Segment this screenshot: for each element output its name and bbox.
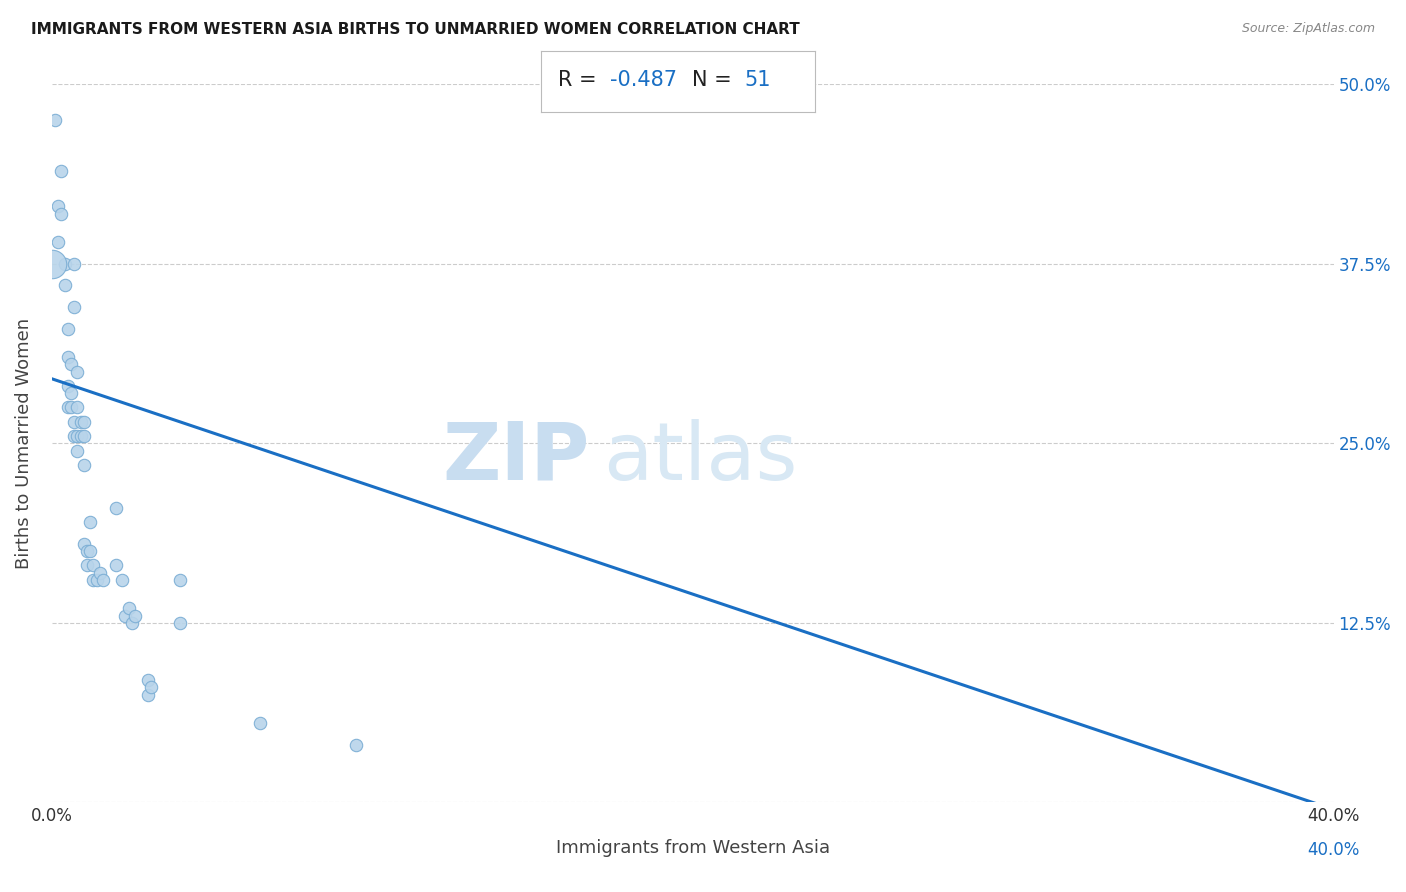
Point [59,386,82,401]
Point [46,199,69,213]
Point [51,163,73,178]
Point [59,401,82,415]
Point [249,716,271,731]
Point [121,615,143,630]
Point [136,688,159,702]
Point [53,257,76,271]
Text: -0.487: -0.487 [610,70,676,90]
Point [41,257,63,271]
Point [66,401,89,415]
Point [79,544,101,558]
Text: Source: ZipAtlas.com: Source: ZipAtlas.com [1241,22,1375,36]
Point [63,300,86,314]
Point [73,415,96,429]
Point [73,537,96,551]
Point [56,321,79,335]
Point [91,573,114,587]
Point [66,443,89,458]
Point [53,278,76,293]
Point [63,257,86,271]
Point [66,365,89,379]
Point [114,608,136,623]
Point [66,429,89,443]
Y-axis label: Births to Unmarried Women: Births to Unmarried Women [15,318,32,569]
Point [139,681,162,695]
Point [118,601,141,615]
Text: ZIP: ZIP [443,418,591,497]
Point [82,573,104,587]
Text: N =: N = [692,70,738,90]
Point [63,429,86,443]
Point [82,558,104,573]
Text: 40.0%: 40.0% [1308,841,1360,859]
Point [79,516,101,530]
Point [59,358,82,372]
Point [89,566,111,580]
Point [63,415,86,429]
Point [104,558,127,573]
Point [56,401,79,415]
Point [136,673,159,688]
Point [44,113,66,128]
Point [76,558,98,573]
Point [69,415,91,429]
Point [169,573,191,587]
Text: IMMIGRANTS FROM WESTERN ASIA BIRTHS TO UNMARRIED WOMEN CORRELATION CHART: IMMIGRANTS FROM WESTERN ASIA BIRTHS TO U… [31,22,800,37]
Point [69,429,91,443]
Point [73,458,96,472]
Point [56,350,79,364]
Point [73,429,96,443]
Text: 51: 51 [744,70,770,90]
Point [104,500,127,515]
Text: R =: R = [558,70,603,90]
Point [76,544,98,558]
Point [344,738,367,752]
Text: atlas: atlas [603,418,797,497]
Point [111,573,134,587]
Point [124,608,146,623]
X-axis label: Immigrants from Western Asia: Immigrants from Western Asia [555,839,830,857]
Point [46,235,69,250]
Point [169,615,191,630]
Point [51,207,73,221]
Point [86,573,108,587]
Point [56,379,79,393]
